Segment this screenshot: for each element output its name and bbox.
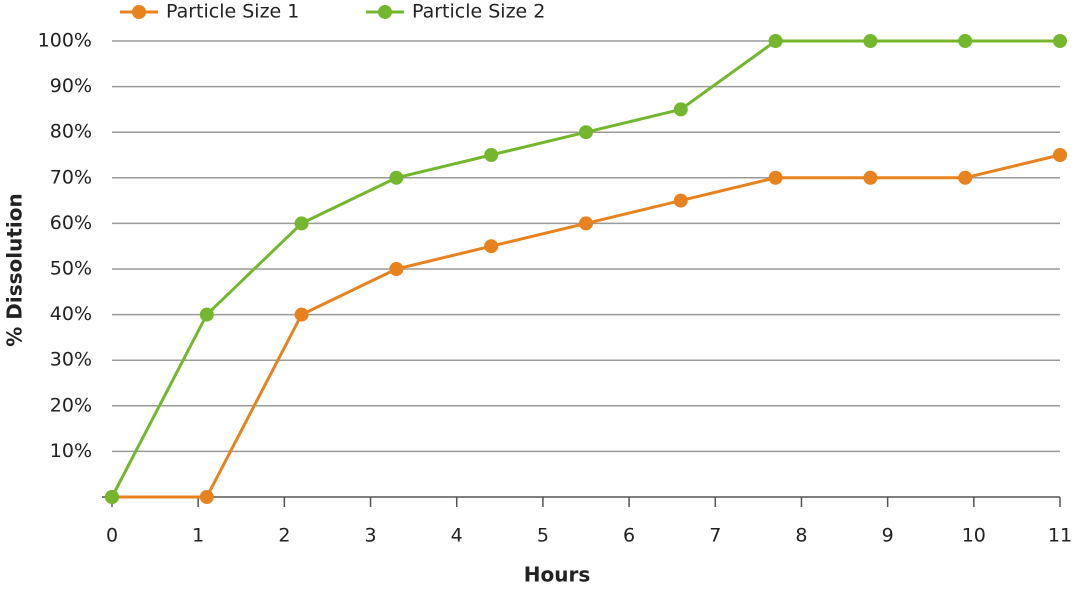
y-tick-label: 100% <box>38 30 92 52</box>
data-point <box>294 307 309 322</box>
data-point <box>294 216 309 231</box>
y-axis-title: % Dissolution <box>3 193 27 347</box>
legend-label: Particle Size 1 <box>166 1 299 23</box>
y-tick-label: 80% <box>50 121 92 143</box>
legend-marker <box>132 5 146 19</box>
data-point <box>863 170 878 185</box>
data-point <box>958 170 973 185</box>
y-tick-label: 50% <box>50 258 92 280</box>
x-tick-label: 4 <box>451 525 463 547</box>
y-tick-label: 10% <box>50 440 92 462</box>
data-point <box>484 239 499 254</box>
data-point <box>389 262 404 276</box>
data-point <box>105 490 119 504</box>
x-tick-label: 1 <box>192 525 204 547</box>
legend-marker <box>378 5 392 19</box>
y-tick-label: 90% <box>50 75 92 97</box>
x-tick-label: 5 <box>537 525 549 547</box>
y-tick-label: 40% <box>50 303 92 325</box>
data-point <box>1053 34 1067 48</box>
x-tick-label: 8 <box>795 525 807 547</box>
x-tick-label: 10 <box>962 525 986 547</box>
x-axis-title: Hours <box>524 563 590 587</box>
data-point <box>673 102 688 117</box>
x-tick-label: 6 <box>623 525 635 547</box>
data-point <box>389 170 404 185</box>
x-tick-label: 2 <box>278 525 290 547</box>
legend-label: Particle Size 2 <box>412 1 545 23</box>
data-point <box>579 125 593 140</box>
data-point <box>863 34 878 48</box>
x-tick-label: 9 <box>882 525 894 547</box>
data-point <box>199 490 214 504</box>
series-line <box>112 153 1061 499</box>
y-tick-label: 60% <box>50 212 92 234</box>
data-point <box>1053 148 1067 162</box>
data-point <box>768 34 783 48</box>
x-tick-label: 3 <box>364 525 376 547</box>
data-point <box>768 170 783 185</box>
x-tick-label: 0 <box>106 525 118 547</box>
y-tick-label: 20% <box>50 394 92 416</box>
y-tick-label: 70% <box>50 166 92 188</box>
data-point <box>958 34 973 48</box>
x-tick-label: 7 <box>709 525 721 547</box>
data-point <box>484 148 499 162</box>
x-tick-label: 11 <box>1048 525 1072 547</box>
data-point <box>579 216 593 231</box>
data-point <box>199 307 214 322</box>
data-point <box>673 193 688 208</box>
y-tick-label: 30% <box>50 349 92 371</box>
